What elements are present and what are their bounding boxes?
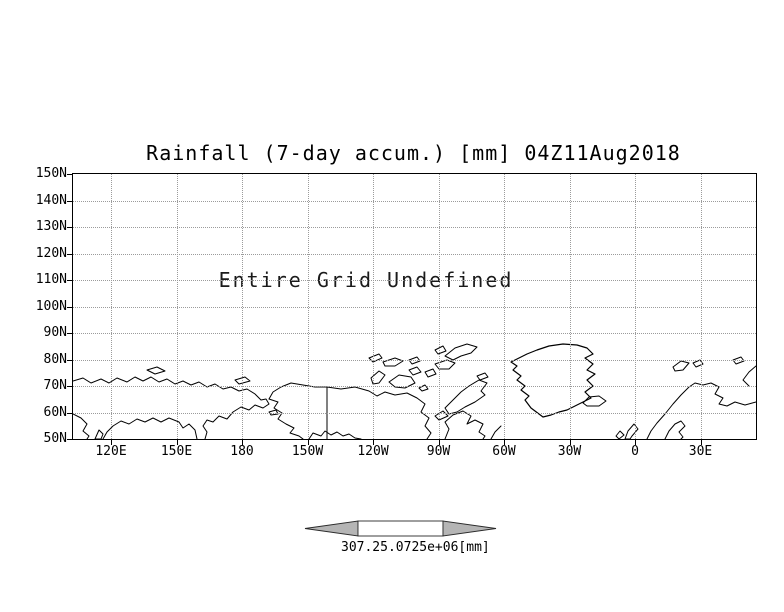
y-tick-mark <box>67 200 73 202</box>
y-tick-mark <box>67 333 73 334</box>
gridline-horizontal <box>73 280 756 281</box>
y-tick-label: 140N <box>35 192 67 208</box>
colorbar-left-arrow <box>304 520 359 537</box>
x-tick-label: 60W <box>492 444 516 459</box>
x-tick-mark <box>111 439 112 445</box>
x-tick-mark <box>504 439 505 445</box>
x-tick-label: 150E <box>160 444 193 459</box>
island-bylot <box>476 372 489 381</box>
x-tick-mark <box>373 439 374 445</box>
island-melville <box>382 357 404 367</box>
coastline-hudson-bay-east <box>444 410 486 439</box>
x-tick-mark <box>569 439 571 445</box>
x-tick-label: 30E <box>688 444 713 459</box>
island-st-lawrence <box>268 409 279 416</box>
coastline-okhotsk <box>102 417 198 439</box>
island-bathurst <box>408 356 421 365</box>
y-tick-label: 150N <box>35 166 67 181</box>
colorbar-high-label: 5.0725e+06 <box>380 540 459 555</box>
island-ellesmere <box>444 343 478 361</box>
coastline-alaska-north-canada <box>268 382 432 439</box>
y-tick-mark <box>67 386 73 387</box>
coastline-scandinavia <box>646 382 756 439</box>
y-tick-label: 130N <box>35 219 67 234</box>
island-sakhalin <box>94 429 104 439</box>
colorbar-graphic <box>304 520 497 537</box>
gridline-horizontal <box>73 333 756 334</box>
gridline-horizontal <box>73 386 756 387</box>
y-tick-label: 70N <box>43 378 67 393</box>
y-tick-label: 50N <box>43 431 67 446</box>
island-prince-of-wales <box>408 366 422 376</box>
x-tick-mark <box>438 439 440 445</box>
plot-title: Rainfall (7-day accum.) [mm] 04Z11Aug201… <box>146 141 681 165</box>
x-tick-label: 120W <box>357 444 389 459</box>
y-tick-label: 120N <box>35 245 67 261</box>
colorbar <box>303 520 498 537</box>
island-axel-heiberg <box>434 345 447 355</box>
x-tick-label: 90W <box>426 444 451 459</box>
x-tick-label: 120E <box>95 444 127 459</box>
x-tick-label: 180 <box>230 444 254 459</box>
colorbar-unit-label: [mm] <box>458 540 490 555</box>
y-tick-mark <box>67 359 73 361</box>
island-britain <box>624 423 639 439</box>
x-tick-label: 150W <box>291 444 324 459</box>
coastline-okhotsk-west <box>73 413 90 439</box>
y-tick-mark <box>67 174 73 175</box>
y-tick-mark <box>67 280 73 281</box>
y-tick-label: 60N <box>43 404 67 420</box>
island-wrangel <box>234 376 251 385</box>
y-tick-label: 80N <box>43 351 67 367</box>
y-tick-mark <box>67 253 73 255</box>
island-novaya-zemlya <box>742 365 756 387</box>
coastline-alaska-west <box>268 398 304 439</box>
y-tick-mark <box>67 439 73 440</box>
island-iceland <box>582 395 607 407</box>
colorbar-low-label: 307.2 <box>341 540 381 555</box>
x-tick-label: 30W <box>557 444 582 459</box>
gridline-horizontal <box>73 227 756 228</box>
x-tick-mark <box>307 439 309 445</box>
y-tick-label: 90N <box>43 325 67 340</box>
island-baffin <box>444 379 488 415</box>
island-somerset <box>424 368 437 378</box>
y-tick-mark <box>67 227 73 228</box>
y-tick-label: 100N <box>35 298 67 314</box>
y-tick-mark <box>67 306 73 308</box>
x-tick-mark <box>635 439 636 445</box>
coastline-gulf-of-alaska <box>308 430 362 439</box>
gridline-horizontal <box>73 306 756 308</box>
island-devon <box>434 359 456 370</box>
island-prince-patrick <box>368 353 383 363</box>
x-tick-mark <box>176 439 178 445</box>
gridline-horizontal <box>73 412 756 414</box>
colorbar-mid-cell <box>357 520 444 537</box>
colorbar-labels: 307.25.0725e+06[mm] <box>341 540 490 556</box>
coastline-baltic <box>664 420 686 439</box>
island-victoria <box>388 374 416 389</box>
coastline-labrador <box>490 425 502 439</box>
islands-svalbard-ne <box>692 359 704 368</box>
colorbar-right-arrow <box>442 520 497 537</box>
coastline-map <box>73 343 756 439</box>
islands-franz-josef <box>732 356 745 365</box>
island-greenland <box>510 343 596 418</box>
island-ireland <box>615 430 625 439</box>
island-banks <box>370 370 386 385</box>
gridline-horizontal <box>73 200 756 202</box>
x-tick-mark <box>242 439 243 445</box>
islands-new-siberian <box>146 366 166 375</box>
x-tick-mark <box>700 439 702 445</box>
x-tick-label: 0 <box>631 444 639 459</box>
plot-frame: Entire Grid Undefined 120E 150E 180 150W 120… <box>36 167 757 459</box>
islands-svalbard <box>672 360 690 372</box>
y-tick-label: 110N <box>35 272 67 287</box>
coastline-siberia <box>73 376 270 439</box>
gridline-horizontal <box>73 359 756 361</box>
gridline-horizontal <box>73 253 756 255</box>
y-tick-mark <box>67 412 73 414</box>
